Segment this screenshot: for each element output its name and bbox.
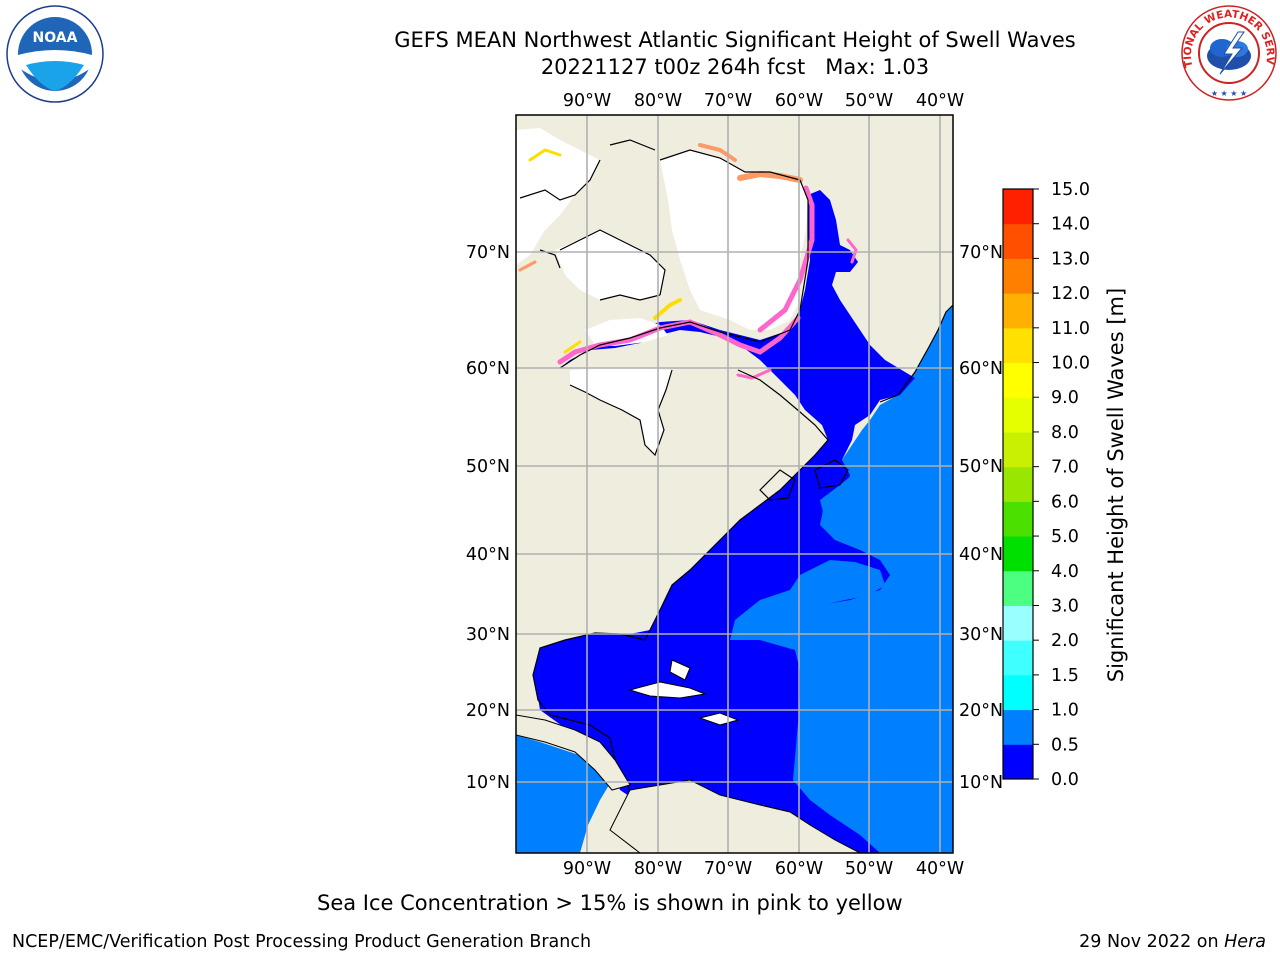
lat-label: 20°N bbox=[959, 701, 1003, 721]
colorbar-band bbox=[1003, 501, 1033, 537]
lat-labels-right: 70°N 60°N 50°N 40°N 30°N 20°N 10°N bbox=[959, 243, 1003, 793]
colorbar-band bbox=[1003, 327, 1033, 364]
central-america bbox=[516, 714, 631, 791]
colorbar-tick-label: 0.5 bbox=[1051, 735, 1079, 755]
lat-label: 40°N bbox=[959, 545, 1003, 565]
colorbar-tick-label: 0.0 bbox=[1051, 770, 1079, 790]
lat-label: 70°N bbox=[466, 243, 510, 263]
colorbar-band bbox=[1003, 709, 1033, 745]
colorbar-tick-label: 9.0 bbox=[1051, 388, 1079, 408]
lat-label: 10°N bbox=[466, 773, 510, 793]
noaa-logo-text: NOAA bbox=[33, 30, 78, 46]
noaa-logo: NOAA bbox=[6, 5, 104, 103]
hudson-bay-ice bbox=[570, 368, 672, 455]
colorbar-tick-label: 1.5 bbox=[1051, 666, 1079, 686]
colorbar-band bbox=[1003, 674, 1033, 711]
colorbar-frame bbox=[1002, 188, 1034, 780]
colorbar-label: Significant Height of Swell Waves [m] bbox=[1104, 288, 1128, 682]
lat-label: 50°N bbox=[959, 457, 1003, 477]
lon-labels-bottom: 90°W 80°W 70°W 60°W 50°W 40°W bbox=[563, 859, 964, 879]
colorbar-tick-label: 11.0 bbox=[1051, 319, 1090, 339]
nws-logo: NATIONAL WEATHER SERVICE ★ ★ ★ ★ bbox=[1180, 4, 1277, 101]
lon-label: 90°W bbox=[563, 91, 611, 111]
lon-label: 80°W bbox=[634, 859, 682, 879]
map-graticule bbox=[516, 115, 953, 853]
colorbar-tick-label: 14.0 bbox=[1051, 215, 1090, 235]
baffin-ice bbox=[660, 150, 808, 330]
colorbar-tick-label: 10.0 bbox=[1051, 354, 1090, 374]
caribbean-islands bbox=[628, 659, 740, 726]
colorbar-band bbox=[1003, 189, 1033, 225]
lon-label: 50°W bbox=[845, 859, 893, 879]
caribbean-west-ocean bbox=[516, 735, 612, 853]
lat-label: 70°N bbox=[959, 243, 1003, 263]
lon-label: 40°W bbox=[916, 91, 964, 111]
offshore-patch-2 bbox=[820, 475, 858, 520]
colorbar-band bbox=[1003, 605, 1033, 641]
gulf-of-mexico bbox=[533, 633, 655, 720]
lat-label: 50°N bbox=[466, 457, 510, 477]
lon-label: 40°W bbox=[916, 859, 964, 879]
colorbar-band bbox=[1003, 397, 1033, 433]
footer-date: 29 Nov 2022 on Hera bbox=[1079, 932, 1266, 952]
colorbar-tick-label: 12.0 bbox=[1051, 284, 1090, 304]
title-line-2: 20221127 t00z 264h fcst Max: 1.03 bbox=[540, 55, 930, 79]
lat-label: 20°N bbox=[466, 701, 510, 721]
hudson-strait-ice bbox=[585, 318, 668, 346]
shelf-waters bbox=[535, 190, 915, 853]
lon-labels-top: 90°W 80°W 70°W 60°W 50°W 40°W bbox=[563, 91, 964, 111]
offshore-patch bbox=[735, 560, 885, 620]
lat-label: 60°N bbox=[959, 359, 1003, 379]
arctic-ice-west bbox=[516, 128, 600, 265]
footer-date-text: 29 Nov 2022 on bbox=[1079, 932, 1225, 952]
colorbar-band bbox=[1003, 744, 1033, 780]
footer-branch: NCEP/EMC/Verification Post Processing Pr… bbox=[12, 932, 592, 952]
south-america-coast bbox=[609, 779, 861, 853]
colorbar-band bbox=[1003, 640, 1033, 676]
lon-label: 70°W bbox=[704, 91, 752, 111]
title-line-1: GEFS MEAN Northwest Atlantic Significant… bbox=[394, 28, 1076, 52]
lon-label: 70°W bbox=[704, 859, 752, 879]
arctic-ice-channels bbox=[555, 230, 665, 300]
colorbar-tick-label: 15.0 bbox=[1051, 180, 1090, 200]
lat-labels-left: 70°N 60°N 50°N 40°N 30°N 20°N 10°N bbox=[466, 243, 510, 793]
lat-label: 60°N bbox=[466, 359, 510, 379]
lon-label: 60°W bbox=[775, 91, 823, 111]
map-area bbox=[516, 115, 953, 853]
map-title: GEFS MEAN Northwest Atlantic Significant… bbox=[360, 27, 1110, 81]
colorbar-band bbox=[1003, 466, 1033, 502]
lat-label: 40°N bbox=[466, 545, 510, 565]
map-frame bbox=[515, 114, 954, 854]
colorbar-tick-label: 3.0 bbox=[1051, 596, 1079, 616]
lat-label: 30°N bbox=[959, 625, 1003, 645]
coastlines bbox=[519, 139, 953, 813]
colorbar-tick-label: 8.0 bbox=[1051, 423, 1079, 443]
colorbar-tick-label: 2.0 bbox=[1051, 631, 1079, 651]
colorbar-band bbox=[1003, 536, 1033, 572]
lat-label: 30°N bbox=[466, 625, 510, 645]
colorbar-band bbox=[1003, 431, 1033, 468]
colorbar-tick-label: 13.0 bbox=[1051, 249, 1090, 269]
colorbar-band bbox=[1003, 223, 1033, 259]
lon-label: 80°W bbox=[634, 91, 682, 111]
colorbar-band bbox=[1003, 293, 1033, 329]
lat-label: 10°N bbox=[959, 773, 1003, 793]
colorbar-tick-label: 4.0 bbox=[1051, 562, 1079, 582]
colorbar-tick-label: 7.0 bbox=[1051, 458, 1079, 478]
colorbar-band bbox=[1003, 362, 1033, 398]
colorbar-tick-label: 1.0 bbox=[1051, 701, 1079, 721]
footer-host: Hera bbox=[1224, 932, 1266, 952]
colorbar: 0.0 0.5 1.0 1.5 2.0 3.0 4.0 5.0 6.0 7.0 8.0 9.0 10.0… bbox=[1002, 180, 1090, 790]
lon-label: 90°W bbox=[563, 859, 611, 879]
svg-text:★ ★ ★ ★: ★ ★ ★ ★ bbox=[1211, 89, 1247, 98]
sea-ice-caption: Sea Ice Concentration > 15% is shown in … bbox=[317, 891, 903, 915]
colorbar-tick-label: 5.0 bbox=[1051, 527, 1079, 547]
lon-label: 50°W bbox=[845, 91, 893, 111]
colorbar-band bbox=[1003, 570, 1033, 606]
colorbar-band bbox=[1003, 258, 1033, 294]
colorbar-tick-label: 6.0 bbox=[1051, 492, 1079, 512]
lon-label: 60°W bbox=[775, 859, 823, 879]
